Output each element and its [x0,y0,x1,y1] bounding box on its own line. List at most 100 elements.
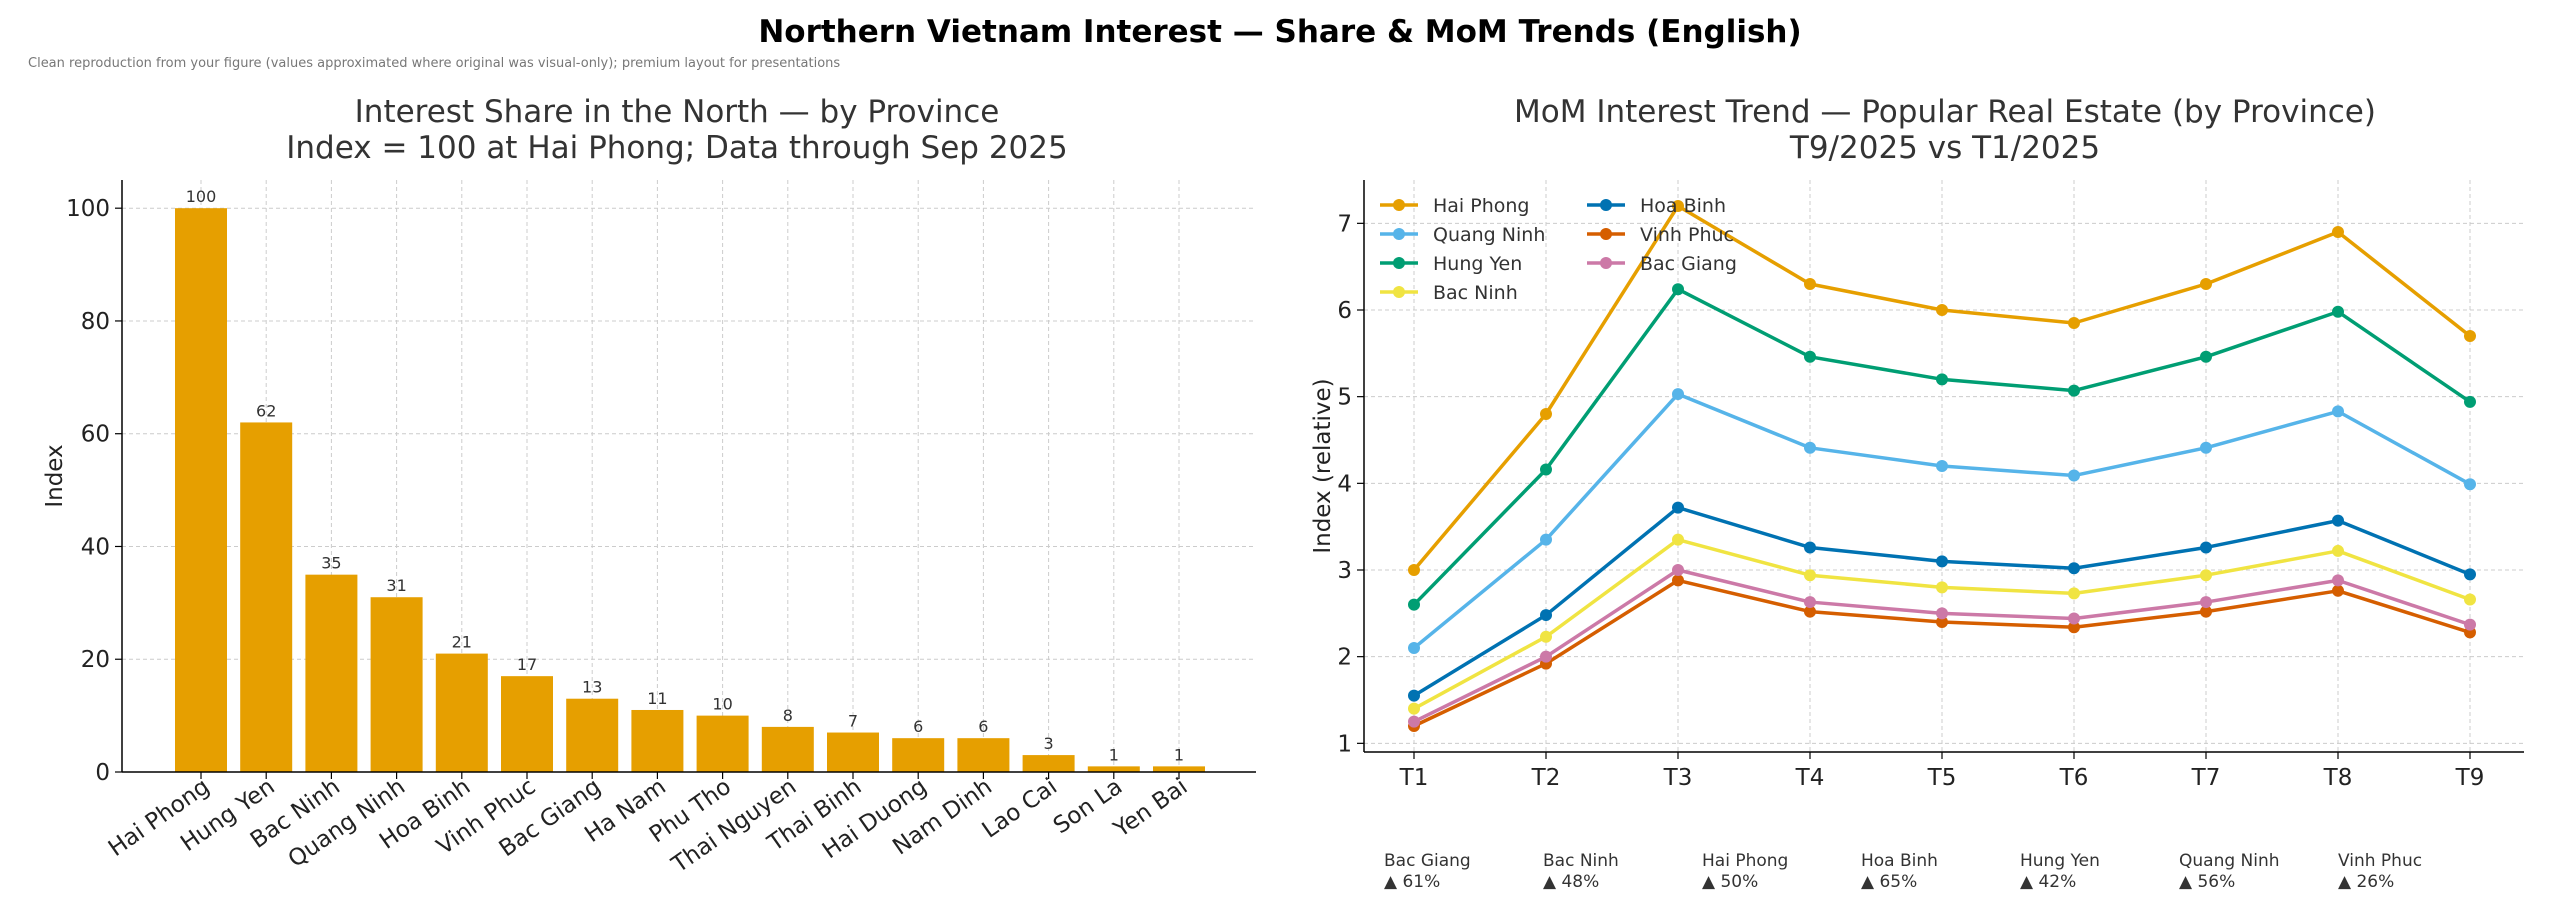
bar [501,676,553,772]
series-point-vinh-phuc [2200,605,2212,618]
series-point-quang-ninh [1804,441,1816,454]
bar-ytick-label: 40 [81,534,110,560]
annotation-change: ▲ 26% [2338,872,2395,892]
line-xtick-label: T6 [2059,765,2089,791]
series-point-hai-phong [2200,278,2212,290]
change-annotation: Hai Phong ▲ 50% [1702,851,1788,893]
series-point-hung-yen [2068,384,2080,397]
series-point-bac-ninh [1540,630,1552,643]
bar [761,726,814,772]
series-point-bac-giang [1540,650,1552,663]
series-point-hai-phong [1936,304,1948,316]
series-point-bac-giang [2200,596,2212,609]
series-point-hai-phong [1804,278,1816,290]
bar [1153,766,1205,772]
bar-data-label: 13 [582,678,602,697]
series-point-bac-ninh [2332,544,2344,557]
annotation-province: Vinh Phuc [2338,851,2423,871]
bar [175,208,227,772]
bar-chart-title-line: Interest Share in the North — by Provinc… [355,94,1000,130]
legend-entry: Vinh Phuc [1587,224,1734,246]
series-point-hung-yen [2200,350,2212,363]
legend-label: Hai Phong [1433,195,1529,217]
bar [240,422,293,772]
annotation-province: Hoa Binh [1861,851,1938,871]
line-ytick-label: 7 [1337,211,1352,237]
line-chart-title-line: T9/2025 vs T1/2025 [1789,130,2100,166]
legend-entry: Bac Ninh [1380,282,1518,304]
line-ytick-label: 4 [1337,471,1352,497]
series-point-hung-yen [1936,373,1948,386]
series-point-quang-ninh [1672,388,1684,401]
legend-label: Bac Giang [1640,253,1737,275]
series-point-hoa-binh [2200,541,2212,554]
line-xtick-label: T5 [1927,765,1957,791]
line-ytick-label: 2 [1337,645,1352,671]
change-annotation: Bac Giang ▲ 61% [1384,851,1471,893]
series-point-bac-giang [1804,596,1816,609]
change-annotation: Hoa Binh ▲ 65% [1861,851,1938,893]
legend-swatch-marker [1600,257,1612,269]
series-point-bac-giang [2068,612,2080,625]
bar [892,738,945,772]
bar-y-axis-title: Index [42,444,68,507]
series-point-bac-ninh [1804,569,1816,582]
series-point-hung-yen [2332,305,2344,318]
annotation-province: Hai Phong [1702,851,1789,871]
bar-data-label: 31 [386,576,406,595]
figure-subtitle: Clean reproduction from your figure (val… [28,56,841,71]
bar [305,574,358,772]
legend-entry: Bac Giang [1587,253,1737,275]
series-point-hoa-binh [1672,501,1684,514]
series-point-bac-ninh [2068,587,2080,600]
annotation-change: ▲ 56% [2179,872,2236,892]
series-point-bac-ninh [1408,702,1420,715]
series-point-quang-ninh [2332,405,2344,418]
series-point-vinh-phuc [2332,584,2344,597]
series-point-hai-phong [1540,408,1552,420]
line-ytick-label: 6 [1337,298,1352,324]
bar-ytick-label: 0 [95,760,110,786]
series-point-quang-ninh [2464,478,2476,491]
series-point-hoa-binh [2464,568,2476,581]
series-point-bac-giang [1408,715,1420,728]
annotation-change: ▲ 50% [1702,872,1759,892]
change-annotation: Quang Ninh ▲ 56% [2179,851,2280,893]
series-point-bac-giang [1672,564,1684,576]
line-xtick-label: T2 [1531,765,1561,791]
legend-swatch-marker [1393,228,1405,240]
bar-chart-title-line: Index = 100 at Hai Phong; Data through S… [286,130,1067,166]
bar-data-label: 6 [913,717,923,736]
bar [1087,766,1140,772]
legend-label: Bac Ninh [1433,282,1518,304]
bar-data-label: 11 [647,689,667,708]
bar-ytick-label: 60 [81,422,110,448]
annotation-change: ▲ 48% [1543,872,1600,892]
series-point-quang-ninh [1936,460,1948,472]
series-point-bac-ninh [2200,569,2212,582]
bar-ytick-label: 80 [81,309,110,335]
line-xtick-label: T9 [2455,765,2485,791]
bar-data-label: 6 [978,717,988,736]
line-xtick-label: T1 [1399,765,1429,791]
line-ytick-label: 5 [1337,385,1352,411]
line-xtick-label: T7 [2191,765,2221,791]
bar [1022,755,1075,772]
series-point-hai-phong [2068,317,2080,329]
legend-entry: Hung Yen [1380,253,1522,275]
series-point-hai-phong [1672,200,1684,212]
bar [566,698,619,772]
annotation-change: ▲ 65% [1861,872,1918,892]
series-point-hoa-binh [1936,555,1948,568]
annotation-province: Bac Giang [1384,851,1471,871]
series-point-bac-ninh [1936,581,1948,594]
legend-entry: Hoa Binh [1587,195,1726,217]
series-point-hai-phong [2464,330,2476,342]
line-ytick-label: 3 [1337,558,1352,584]
series-point-bac-ninh [2464,593,2476,606]
series-point-hoa-binh [1804,541,1816,554]
series-point-hung-yen [2464,395,2476,408]
series-point-hung-yen [1672,283,1684,296]
bar [631,709,684,772]
